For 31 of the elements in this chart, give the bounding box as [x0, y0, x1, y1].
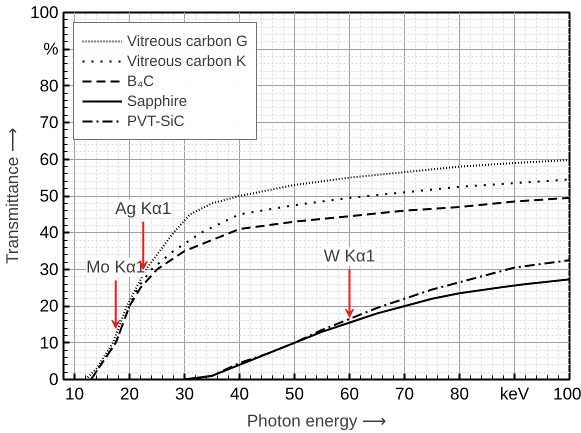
annotation: Mo Kα1: [86, 258, 146, 277]
y-axis-title: Transmittance ⟶: [3, 128, 22, 264]
y-tick-label: %: [43, 40, 59, 59]
y-tick-label: 30: [40, 260, 59, 279]
x-tick-label: 40: [230, 384, 249, 404]
x-axis-title: Photon energy ⟶: [246, 412, 386, 430]
x-tick-label: 60: [340, 384, 359, 404]
legend-label: Sapphire: [127, 92, 188, 110]
x-tick-label: 10: [65, 384, 84, 404]
y-tick-label: 60: [40, 150, 59, 169]
y-tick-label: 70: [40, 113, 59, 132]
x-tick-label: 100: [553, 384, 581, 404]
legend-label: Vitreous carbon G: [127, 32, 248, 50]
x-tick-label: 20: [120, 384, 139, 404]
y-tick-label: 10: [40, 333, 59, 352]
annotation: Ag Kα1: [115, 199, 172, 218]
y-tick-label: 50: [40, 186, 59, 206]
legend-label: PVT-SiC: [127, 112, 185, 130]
y-tick-label: 0: [49, 370, 59, 389]
x-tick-label: 80: [450, 384, 469, 404]
x-tick-label: 50: [285, 384, 304, 404]
y-tick-label: 40: [40, 223, 59, 242]
x-tick-label: keV: [500, 384, 530, 404]
y-tick-label: 100: [30, 3, 59, 22]
x-tick-label: 70: [395, 384, 414, 404]
y-tick-label: 20: [40, 296, 59, 316]
y-tick-label: 80: [40, 76, 59, 96]
legend-label: Vitreous carbon K: [127, 52, 246, 70]
legend-label: B₄C: [127, 72, 154, 90]
annotation: W Kα1: [324, 246, 376, 266]
x-tick-label: 30: [175, 384, 194, 404]
